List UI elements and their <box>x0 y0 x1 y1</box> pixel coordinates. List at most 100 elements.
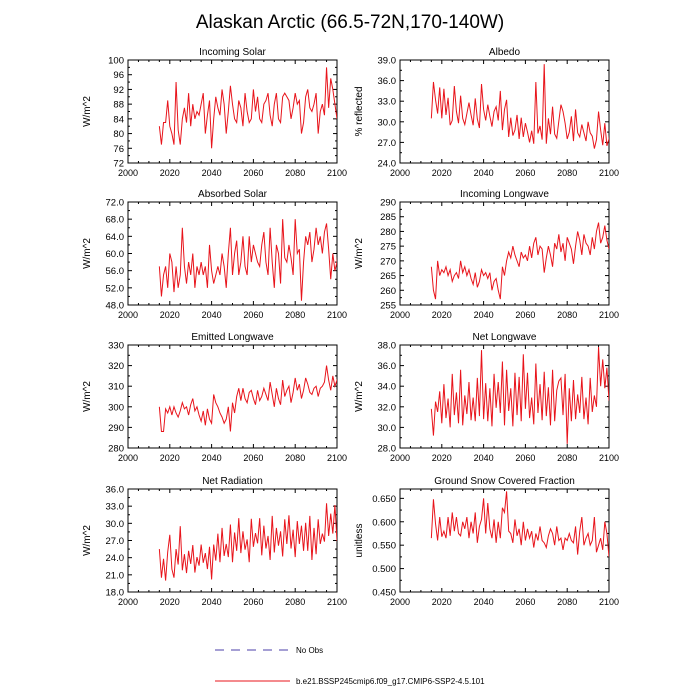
figure-title: Alaskan Arctic (66.5-72N,170-140W) <box>196 12 504 33</box>
incoming-longwave-ytick-label: 270 <box>380 256 396 267</box>
ground-snow-covered-fraction-ytick-label: 0.650 <box>372 494 396 505</box>
albedo-ytick-label: 24.0 <box>378 159 397 170</box>
incoming-solar-ylabel: W/m^2 <box>82 96 93 127</box>
net-radiation-xtick-label: 2100 <box>327 597 347 607</box>
emitted-longwave-ylabel: W/m^2 <box>82 381 93 412</box>
incoming-solar-xtick-label: 2080 <box>285 168 305 178</box>
albedo-ytick-label: 33.0 <box>378 97 397 108</box>
absorbed-solar-ytick-label: 52.0 <box>106 283 125 294</box>
incoming-longwave-ytick-label: 275 <box>380 242 396 253</box>
incoming-longwave-xtick-label: 2020 <box>432 310 452 320</box>
incoming-solar-series-line <box>158 67 337 149</box>
net-radiation-ytick-label: 36.0 <box>106 485 125 496</box>
net-radiation-xtick-label: 2040 <box>202 597 222 607</box>
albedo-xtick-label: 2100 <box>599 168 619 178</box>
net-radiation-ylabel: W/m^2 <box>82 525 93 556</box>
ground-snow-covered-fraction-xtick-label: 2020 <box>432 597 452 607</box>
incoming-solar-ytick-label: 80 <box>113 129 124 140</box>
ground-snow-covered-fraction-ylabel: unitless <box>354 524 365 558</box>
emitted-longwave-xtick-label: 2000 <box>118 453 138 463</box>
incoming-solar-title: Incoming Solar <box>199 47 266 58</box>
emitted-longwave-series-line <box>158 365 337 433</box>
incoming-longwave-xtick-label: 2100 <box>599 310 619 320</box>
ground-snow-covered-fraction-frame <box>399 488 610 593</box>
albedo-xtick-label: 2080 <box>557 168 577 178</box>
albedo-xtick-label: 2040 <box>474 168 494 178</box>
emitted-longwave-xtick-label: 2100 <box>327 453 347 463</box>
net-longwave-xtick-label: 2020 <box>432 453 452 463</box>
absorbed-solar-xtick-label: 2080 <box>285 310 305 320</box>
net-longwave-ylabel: W/m^2 <box>354 381 365 412</box>
emitted-longwave-ytick-label: 280 <box>108 444 124 455</box>
net-radiation-title: Net Radiation <box>202 476 263 487</box>
incoming-longwave-ytick-label: 260 <box>380 286 396 297</box>
net-radiation-xtick-label: 2080 <box>285 597 305 607</box>
incoming-solar-xtick-label: 2040 <box>202 168 222 178</box>
legend-obs-label: No Obs <box>296 646 323 655</box>
albedo-ytick-label: 27.0 <box>378 138 397 149</box>
net-longwave-ytick-label: 32.0 <box>378 402 397 413</box>
ground-snow-covered-fraction-xtick-label: 2080 <box>557 597 577 607</box>
absorbed-solar-ylabel: W/m^2 <box>82 238 93 269</box>
net-radiation-ytick-label: 33.0 <box>106 502 125 513</box>
absorbed-solar-xtick-label: 2100 <box>327 310 347 320</box>
ground-snow-covered-fraction-xtick-label: 2000 <box>390 597 410 607</box>
absorbed-solar-ytick-label: 72.0 <box>106 198 125 209</box>
net-longwave-ytick-label: 36.0 <box>378 361 397 372</box>
net-longwave-series-line <box>430 347 609 444</box>
net-radiation-ytick-label: 18.0 <box>106 588 125 599</box>
panel-albedo: Albedo % reflected 2000 2020 2040 2060 2080 210… <box>354 47 619 178</box>
emitted-longwave-title: Emitted Longwave <box>191 332 274 343</box>
panel-grid: Incoming Solar W/m^2 2000 2020 2040 2060 2080 2… <box>82 47 619 607</box>
albedo-ytick-label: 36.0 <box>378 76 397 87</box>
net-longwave-xtick-label: 2080 <box>557 453 577 463</box>
incoming-solar-ytick-label: 76 <box>113 144 124 155</box>
albedo-series-line <box>430 64 609 149</box>
ground-snow-covered-fraction-xtick-label: 2040 <box>474 597 494 607</box>
ground-snow-covered-fraction-ytick-label: 0.600 <box>372 517 396 528</box>
absorbed-solar-xtick-label: 2040 <box>202 310 222 320</box>
ground-snow-covered-fraction-ytick-label: 0.550 <box>372 541 396 552</box>
net-radiation-xtick-label: 2020 <box>160 597 180 607</box>
ground-snow-covered-fraction-ytick-label: 0.450 <box>372 588 396 599</box>
ground-snow-covered-fraction-xtick-label: 2100 <box>599 597 619 607</box>
panel-net-longwave: Net Longwave W/m^2 2000 2020 2040 2060 2080 210… <box>354 332 619 463</box>
emitted-longwave-ytick-label: 320 <box>108 361 124 372</box>
net-radiation-ytick-label: 27.0 <box>106 536 125 547</box>
panel-incoming-longwave: Incoming Longwave W/m^2 2000 2020 2040 2060 20… <box>354 189 619 320</box>
incoming-solar-ytick-label: 96 <box>113 70 124 81</box>
net-radiation-xtick-label: 2060 <box>243 597 263 607</box>
net-radiation-series-line <box>158 503 337 581</box>
absorbed-solar-ytick-label: 48.0 <box>106 301 125 312</box>
net-longwave-xtick-label: 2040 <box>474 453 494 463</box>
incoming-solar-xtick-label: 2100 <box>327 168 347 178</box>
incoming-longwave-frame <box>399 201 610 306</box>
incoming-longwave-xtick-label: 2040 <box>474 310 494 320</box>
emitted-longwave-ytick-label: 310 <box>108 382 124 393</box>
incoming-solar-ytick-label: 100 <box>108 56 124 67</box>
incoming-solar-xtick-label: 2020 <box>160 168 180 178</box>
incoming-longwave-xtick-label: 2000 <box>390 310 410 320</box>
absorbed-solar-xtick-label: 2000 <box>118 310 138 320</box>
net-longwave-ytick-label: 34.0 <box>378 382 397 393</box>
net-radiation-ytick-label: 21.0 <box>106 570 125 581</box>
net-longwave-xtick-label: 2100 <box>599 453 619 463</box>
albedo-xtick-label: 2000 <box>390 168 410 178</box>
albedo-ylabel: % reflected <box>354 86 365 136</box>
ground-snow-covered-fraction-title: Ground Snow Covered Fraction <box>434 476 575 487</box>
incoming-solar-ytick-label: 88 <box>113 100 124 111</box>
net-longwave-ytick-label: 38.0 <box>378 341 397 352</box>
absorbed-solar-ytick-label: 56.0 <box>106 266 125 277</box>
incoming-longwave-xtick-label: 2080 <box>557 310 577 320</box>
net-radiation-xtick-label: 2000 <box>118 597 138 607</box>
ground-snow-covered-fraction-xtick-label: 2060 <box>515 597 535 607</box>
net-longwave-ytick-label: 30.0 <box>378 423 397 434</box>
incoming-solar-xtick-label: 2060 <box>243 168 263 178</box>
net-radiation-frame <box>127 488 338 593</box>
emitted-longwave-xtick-label: 2020 <box>160 453 180 463</box>
net-longwave-title: Net Longwave <box>473 332 537 343</box>
incoming-longwave-series-line <box>430 222 609 300</box>
emitted-longwave-ytick-label: 300 <box>108 402 124 413</box>
incoming-longwave-xtick-label: 2060 <box>515 310 535 320</box>
